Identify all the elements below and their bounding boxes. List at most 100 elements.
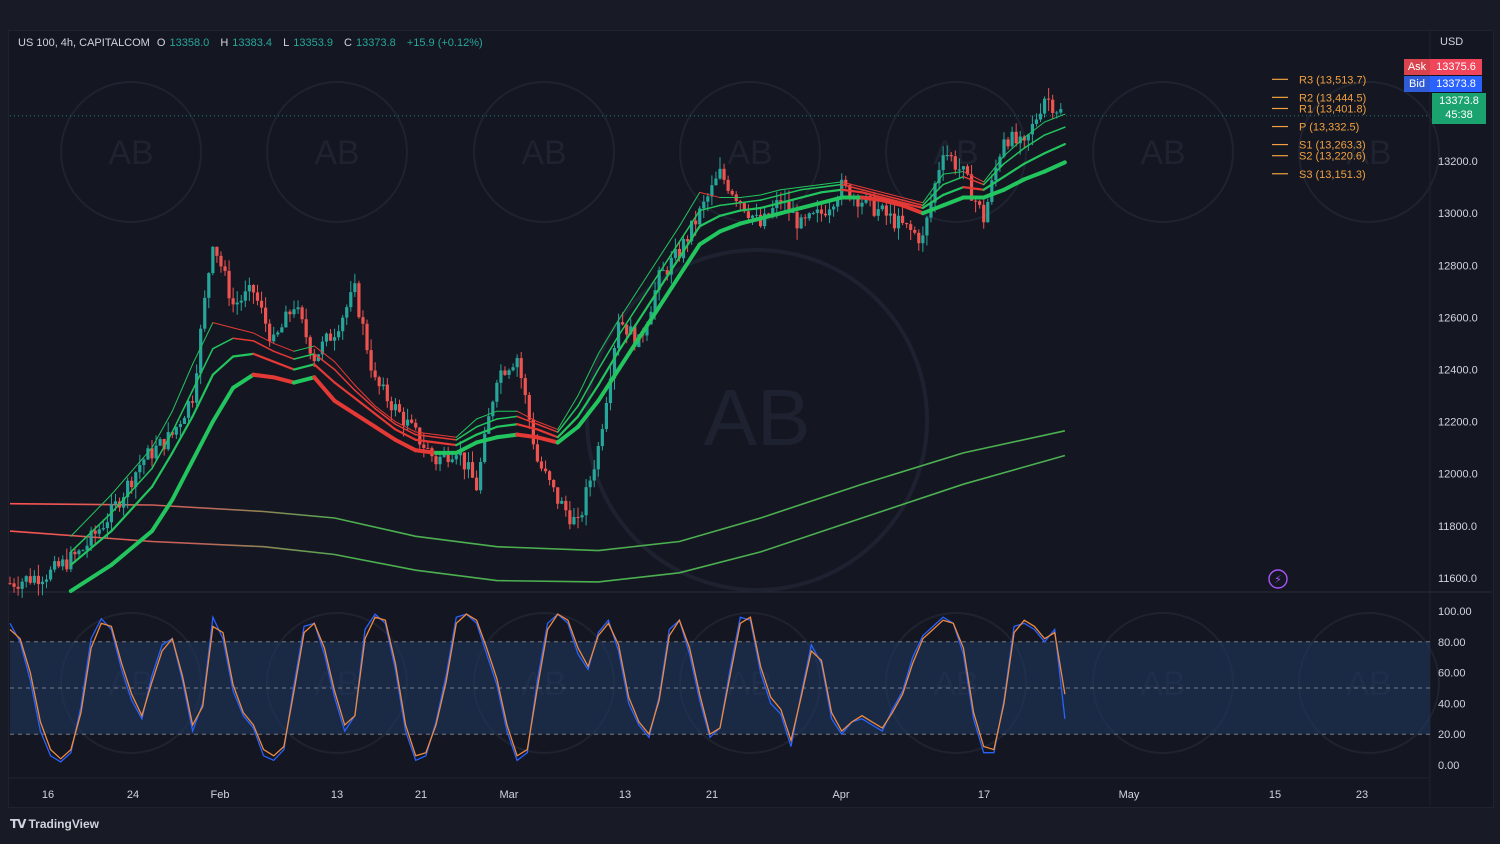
ma-ribbon-segment — [780, 186, 802, 191]
candle-body — [341, 317, 345, 332]
candle-body — [905, 222, 909, 225]
candle-body — [474, 477, 479, 491]
ma-ribbon-segment — [616, 336, 641, 372]
watermark-seal — [473, 81, 615, 223]
ma-ribbon-segment — [881, 194, 904, 201]
ma-ribbon-segment — [556, 405, 579, 433]
candle-body — [1042, 98, 1047, 114]
candle-body — [446, 452, 450, 463]
candle-body — [896, 215, 901, 229]
price-axis-tick-9: 11600.0 — [1438, 573, 1477, 585]
ma-ribbon-segment — [617, 303, 640, 337]
ma-ribbon-segment — [413, 448, 438, 455]
candle-body — [154, 445, 158, 459]
ma-ribbon-segment — [637, 287, 661, 322]
ma-ribbon-segment — [780, 188, 802, 196]
candle-body — [860, 202, 864, 207]
candle-body — [750, 215, 755, 218]
ma-ribbon-segment — [739, 206, 762, 212]
low-value: 13353.9 — [293, 37, 333, 49]
ma-ribbon-segment — [840, 188, 864, 194]
candle-body — [483, 433, 487, 462]
high-label: H — [220, 37, 229, 49]
ma-ribbon-segment — [982, 162, 1005, 186]
ma-ribbon-segment — [333, 368, 356, 392]
candle-body — [259, 300, 264, 308]
ask-quote[interactable]: Ask 13375.6 — [1404, 59, 1482, 75]
ma-ribbon-segment — [658, 225, 680, 258]
ma-ribbon-segment — [171, 389, 194, 433]
ma-ribbon-segment — [577, 353, 599, 397]
candle-body — [978, 201, 982, 205]
ma-ribbon-segment — [1043, 126, 1066, 136]
candle-body — [243, 291, 247, 301]
candle-body — [791, 212, 795, 214]
ma-ribbon-segment — [232, 352, 255, 358]
candle-body — [122, 497, 126, 508]
ma-ribbon-segment — [68, 562, 114, 593]
candle-body — [8, 583, 12, 585]
candle-body — [523, 378, 527, 396]
ma-ribbon-segment — [151, 431, 174, 470]
last-price-badge: 13373.8 45:38 — [1432, 93, 1486, 124]
candle-body — [24, 576, 28, 582]
oscillator-axis-tick-2: 80.00 — [1438, 637, 1466, 649]
tradingview-logo[interactable]: 𝗧𝗩 TradingView — [10, 817, 99, 831]
ma-ribbon-segment — [373, 424, 398, 442]
ma-ribbon-segment — [110, 485, 154, 533]
candle-body — [312, 353, 316, 362]
moving-average-line-2 — [9, 454, 1066, 583]
candle-body — [418, 427, 422, 445]
candle-body — [811, 212, 815, 214]
close-label: C — [344, 37, 352, 49]
candle-body — [722, 168, 726, 180]
ma-ribbon-segment — [1023, 152, 1046, 165]
candle-body — [373, 370, 377, 378]
ma-ribbon-segment — [272, 360, 296, 371]
ma-ribbon-segment — [455, 418, 478, 438]
ma-ribbon-segment — [841, 181, 863, 188]
ma-ribbon-segment — [658, 241, 681, 274]
candle-body — [130, 480, 134, 488]
candle-body — [698, 208, 702, 225]
bid-label: Bid — [1404, 76, 1430, 92]
bid-quote[interactable]: Bid 13373.8 — [1404, 76, 1482, 92]
candle-body — [657, 270, 661, 291]
candle-body — [69, 551, 73, 570]
ma-ribbon-segment — [658, 256, 681, 290]
candle-body — [535, 444, 540, 462]
candle-body — [268, 323, 272, 342]
ma-ribbon-segment — [920, 203, 946, 216]
ma-ribbon-segment — [494, 432, 520, 440]
watermark-initials: AB — [108, 134, 153, 172]
oscillator-axis-tick-5: 20.00 — [1438, 729, 1466, 741]
candle-body — [633, 326, 637, 348]
candle-body — [304, 319, 308, 338]
ma-ribbon-line-1 — [68, 160, 1067, 593]
candle-body — [694, 220, 698, 225]
candle-body — [53, 561, 57, 570]
price-axis-tick-6: 12200.0 — [1438, 417, 1478, 429]
candle-body — [986, 201, 990, 223]
candle-body — [349, 292, 353, 308]
ma-ribbon-segment — [455, 426, 478, 441]
ma-ribbon-segment — [210, 385, 236, 424]
candle-body — [93, 530, 97, 534]
ma-ribbon-segment — [374, 412, 397, 431]
ma-ribbon-segment — [516, 415, 539, 425]
candle-body — [945, 155, 949, 157]
ma-ribbon-segment — [678, 225, 701, 259]
candle-body — [101, 528, 105, 530]
ma-ribbon-segment — [555, 424, 580, 445]
ma-ribbon-segment — [374, 407, 397, 425]
ma-ribbon-segment — [1023, 134, 1046, 149]
oscillator-axis-tick-1: 100.00 — [1438, 606, 1472, 618]
ma-ribbon-segment — [293, 353, 316, 360]
candle-body — [730, 190, 734, 195]
ma-ribbon-segment — [353, 397, 377, 415]
candle-body — [422, 444, 426, 448]
ma-ribbon-segment — [860, 195, 885, 203]
candle-body — [223, 266, 227, 271]
candle-body — [990, 180, 994, 202]
